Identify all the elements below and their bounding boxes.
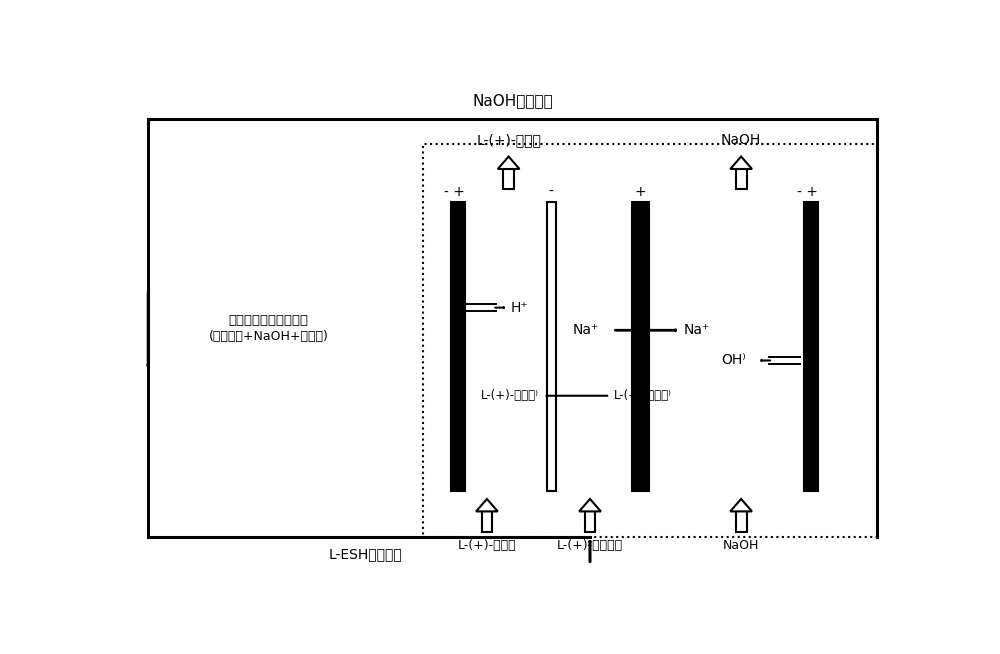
Polygon shape xyxy=(579,499,601,511)
Polygon shape xyxy=(730,499,752,511)
Text: OH⁾: OH⁾ xyxy=(721,353,746,368)
Text: (马来酸酐+NaOH+双氧水): (马来酸酐+NaOH+双氧水) xyxy=(208,330,328,343)
Bar xyxy=(736,169,747,189)
Bar xyxy=(503,169,514,189)
Text: L-(+)-酒石酸⁾: L-(+)-酒石酸⁾ xyxy=(481,389,539,402)
Text: L-(+)-酒石酸: L-(+)-酒石酸 xyxy=(458,540,516,552)
Bar xyxy=(804,202,818,491)
Text: Na⁺: Na⁺ xyxy=(684,323,710,337)
Text: L-(+)-酒石酸: L-(+)-酒石酸 xyxy=(476,133,541,147)
Text: Na⁺: Na⁺ xyxy=(572,323,598,337)
Text: NaOH: NaOH xyxy=(723,540,759,552)
Text: NaOH循环利用: NaOH循环利用 xyxy=(472,94,553,109)
Text: -: - xyxy=(549,185,554,199)
Text: H⁺: H⁺ xyxy=(510,301,528,315)
Text: L-ESH酶促转化: L-ESH酶促转化 xyxy=(328,547,402,561)
Text: - +: - + xyxy=(444,185,465,199)
Text: L-(+)-酒石酸钠: L-(+)-酒石酸钠 xyxy=(557,540,623,552)
Polygon shape xyxy=(498,156,519,169)
Text: 顺式环氧琥珀酸钠合成: 顺式环氧琥珀酸钠合成 xyxy=(228,314,308,327)
Bar xyxy=(423,144,877,537)
Bar xyxy=(451,202,465,491)
Bar xyxy=(736,511,747,532)
Bar xyxy=(632,202,649,491)
Bar xyxy=(547,202,556,491)
Bar xyxy=(482,511,492,532)
Polygon shape xyxy=(476,499,498,511)
Text: L-(+)-酒石酸⁾: L-(+)-酒石酸⁾ xyxy=(614,389,672,402)
Bar xyxy=(585,511,595,532)
Text: - +: - + xyxy=(797,185,817,199)
Text: +: + xyxy=(635,185,646,199)
Polygon shape xyxy=(730,156,752,169)
Text: NaOH: NaOH xyxy=(721,133,761,147)
